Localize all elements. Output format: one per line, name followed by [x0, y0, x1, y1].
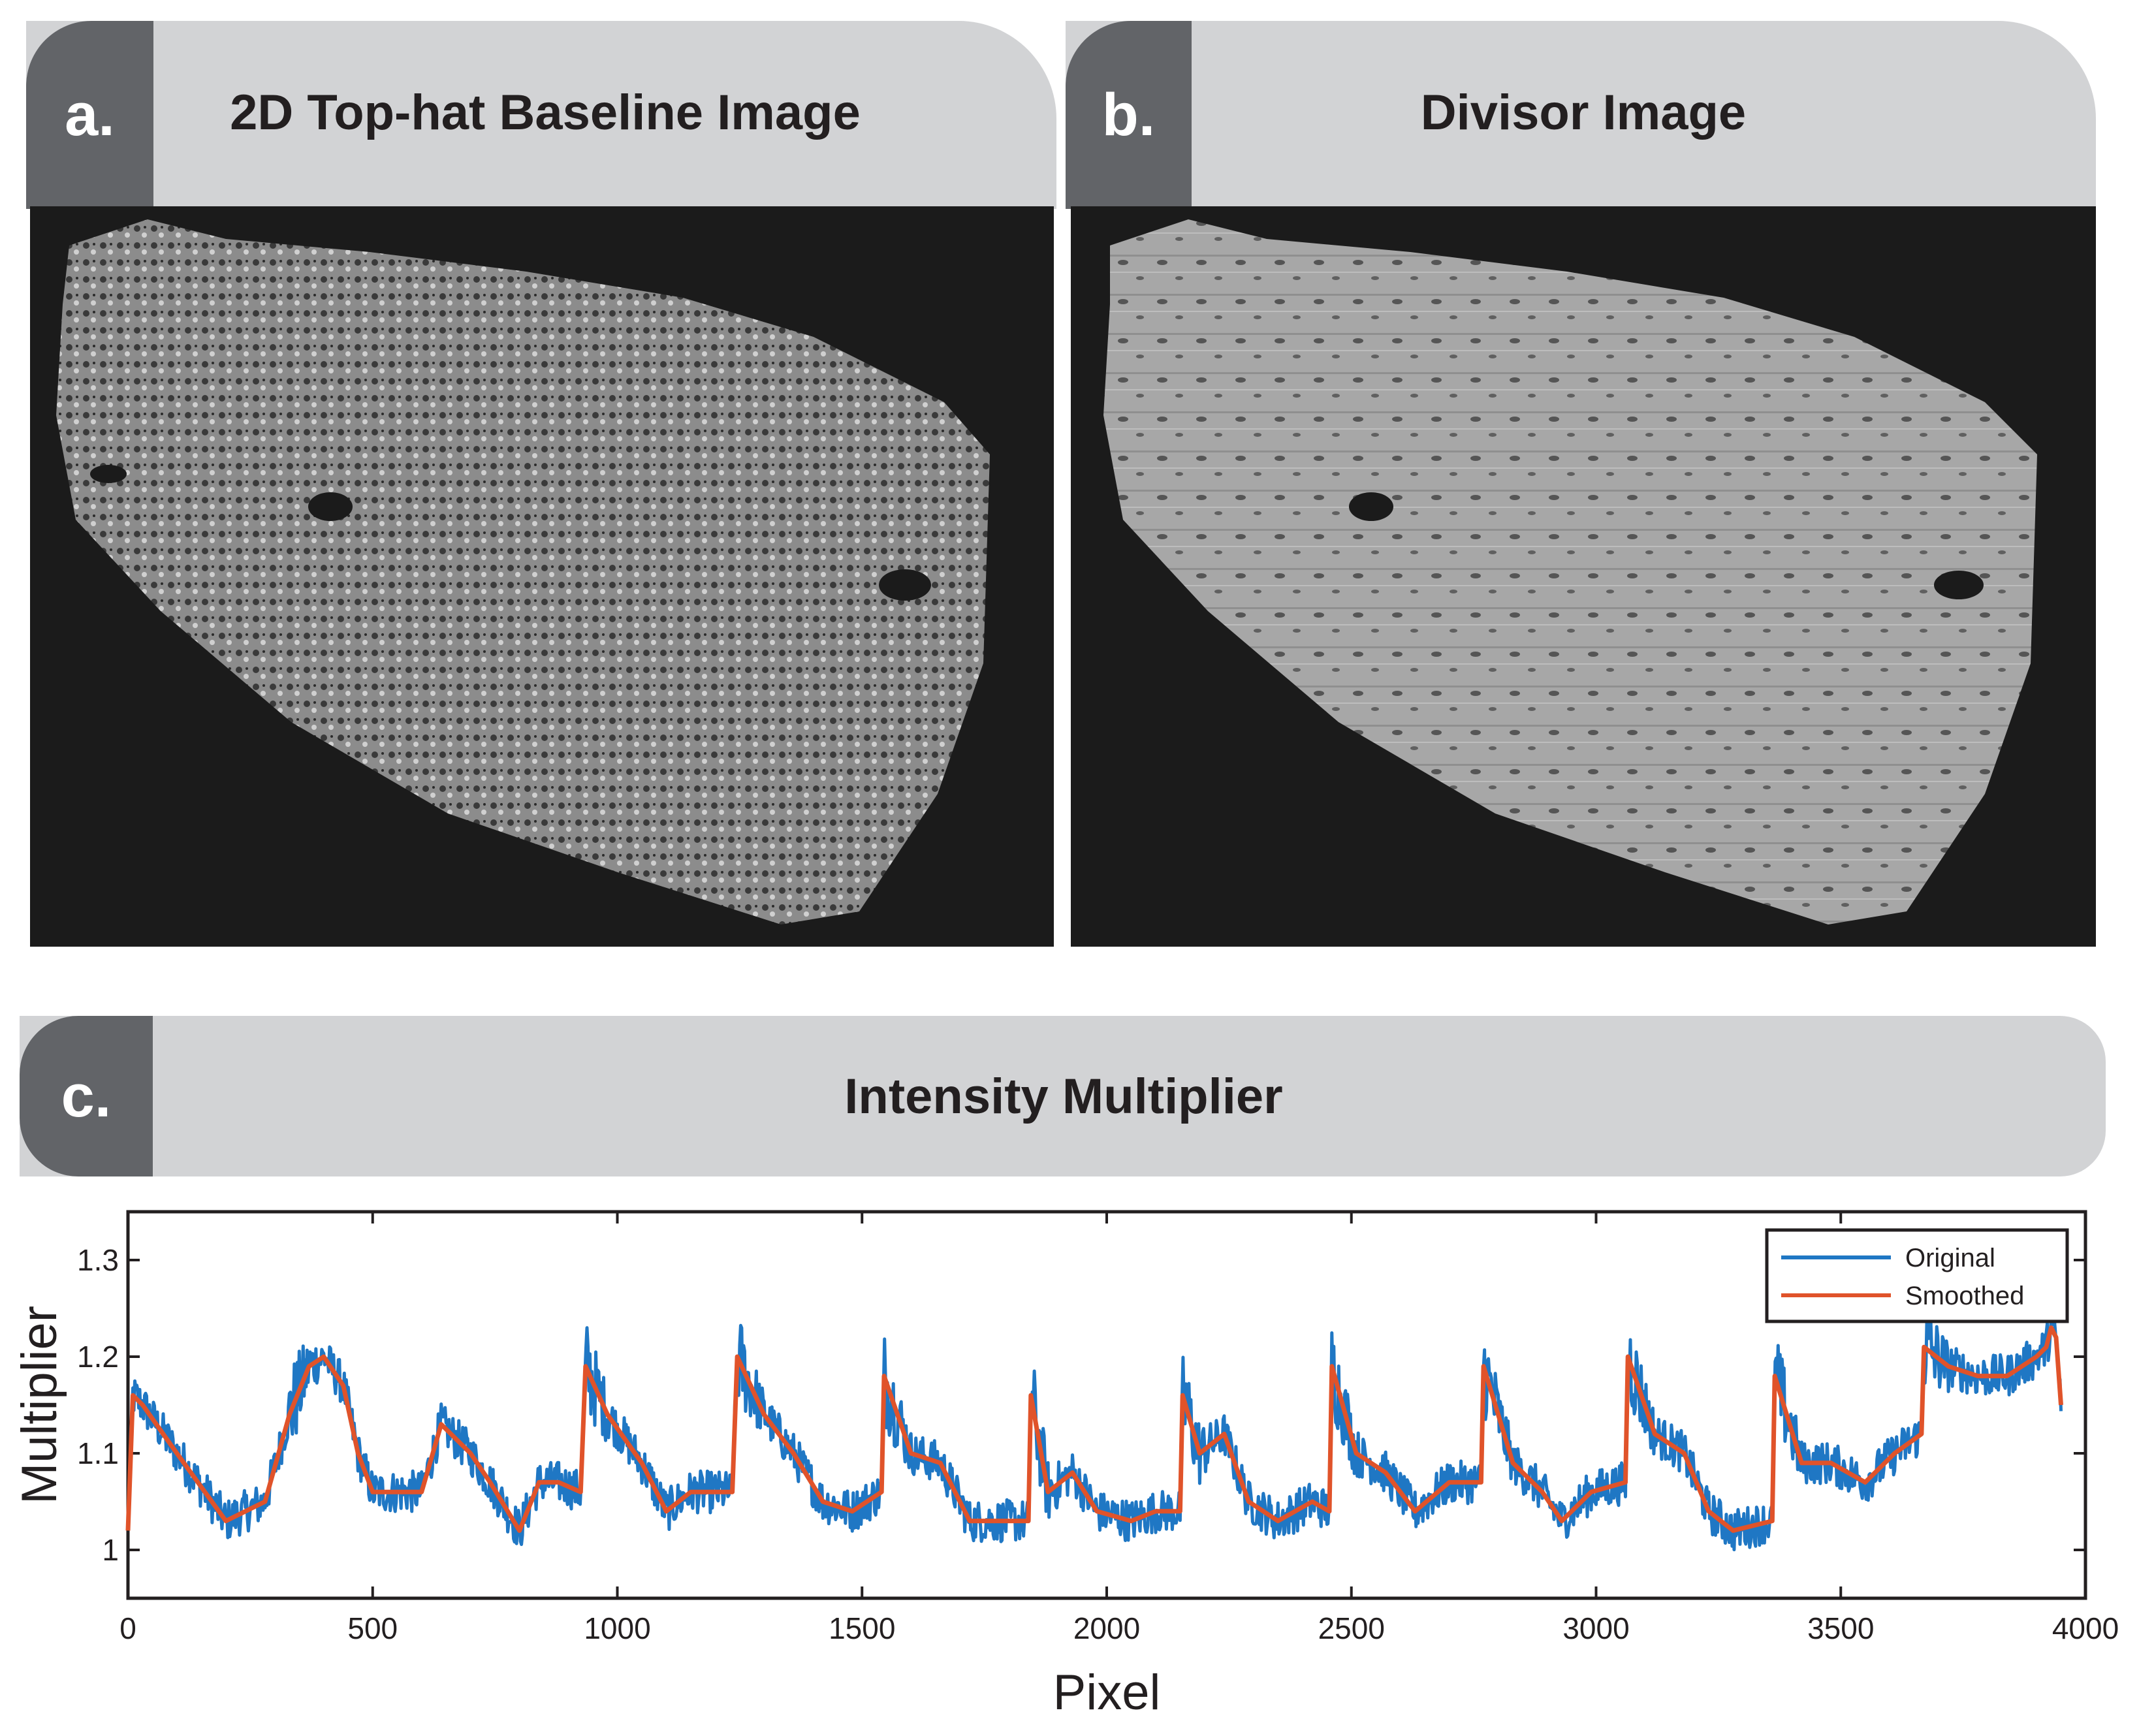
panel-c-header: [20, 1016, 2106, 1176]
panel-a-title: 2D Top-hat Baseline Image: [230, 84, 861, 140]
y-tick-label: 1: [102, 1533, 119, 1567]
panel-a-label: a.: [26, 21, 153, 209]
legend-label-smoothed: Smoothed: [1905, 1282, 2024, 1310]
y-axis-title: Multiplier: [12, 1306, 67, 1504]
tissue-section-a: [56, 219, 990, 924]
series-line-smoothed: [125, 1325, 2063, 1533]
panel-b-title: Divisor Image: [1420, 84, 1747, 140]
x-axis-title: Pixel: [1053, 1665, 1161, 1720]
top-hat-baseline-image: [30, 206, 1054, 947]
y-tick-label: 1.1: [77, 1436, 119, 1470]
panel-c-label: c.: [20, 1016, 153, 1176]
x-tick-label: 3500: [1807, 1611, 1874, 1645]
divisor-image: [1071, 206, 2096, 947]
panel-b-label: b.: [1066, 21, 1192, 209]
x-tick-label: 500: [347, 1611, 398, 1645]
x-tick-label: 1000: [584, 1611, 650, 1645]
panel-b-header: [1066, 21, 2096, 209]
y-tick-label: 1.3: [77, 1243, 119, 1277]
intensity-multiplier-chart: 0 500 1000 1500 2000 2500 3000 3500 4000 1 1.1 1.2 1…: [12, 1210, 2119, 1720]
x-tick-label: 3000: [1562, 1611, 1629, 1645]
tissue-section-b: [1103, 219, 2037, 924]
x-tick-label: 2000: [1073, 1611, 1140, 1645]
panel-a-header: [26, 21, 1056, 209]
legend-label-original: Original: [1905, 1244, 1995, 1272]
x-tick-label: 1500: [829, 1611, 895, 1645]
x-tick-label: 4000: [2052, 1611, 2119, 1645]
x-tick-label: 2500: [1318, 1611, 1385, 1645]
x-tick-label: 0: [119, 1611, 136, 1645]
y-tick-label: 1.2: [77, 1340, 119, 1374]
legend: Original Smoothed: [1765, 1228, 2069, 1323]
panel-c-title: Intensity Multiplier: [844, 1068, 1283, 1124]
